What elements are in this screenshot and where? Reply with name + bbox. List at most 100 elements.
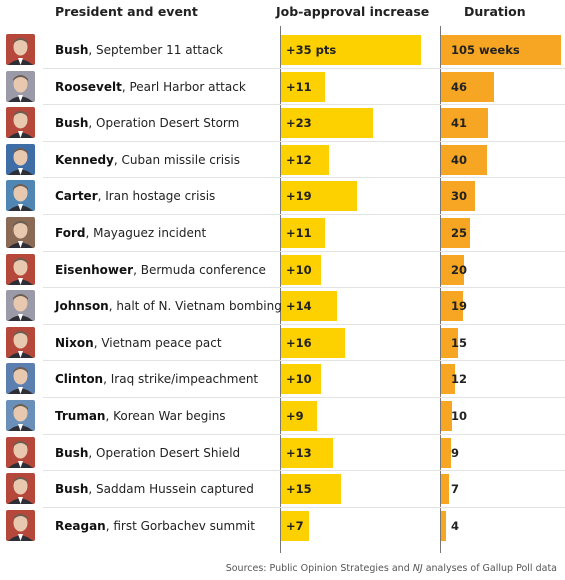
duration-axis-line [440, 26, 441, 553]
duration-value-label: 40 [451, 152, 468, 167]
president-name: Bush [55, 43, 89, 57]
table-row: Roosevelt, Pearl Harbor attack +11 46 [0, 67, 565, 105]
president-name: Bush [55, 445, 89, 460]
duration-value-label: 10 [451, 409, 468, 423]
approval-bar [281, 254, 321, 285]
table-row: Truman, Korean War begins +9 10 [0, 397, 565, 434]
duration-value-label: 12 [451, 372, 468, 387]
president-name: Truman [55, 409, 106, 423]
president-event-label: Bush, September 11 attack [55, 32, 223, 68]
row-divider [43, 177, 565, 179]
table-row: Bush, Saddam Hussein captured +15 7 [0, 470, 565, 507]
approval-bar [281, 218, 325, 248]
president-event-label: Clinton, Iraq strike/impeachment [55, 361, 258, 397]
duration-value-label: 25 [451, 226, 468, 240]
approval-bar [281, 474, 341, 505]
event-name: , halt of N. Vietnam bombing [108, 299, 282, 314]
president-portrait [6, 326, 35, 358]
duration-value-label: 4 [451, 518, 460, 533]
duration-bar [441, 327, 459, 358]
event-name: , September 11 attack [88, 43, 223, 57]
president-name: Bush [55, 482, 89, 497]
table-row: Eisenhower, Bermuda conference +10 20 [0, 250, 565, 288]
president-portrait [6, 253, 35, 285]
duration-value-label: 41 [451, 116, 468, 131]
source-note: Sources: Public Opinion Strategies and N… [225, 563, 557, 574]
president-portrait [6, 436, 35, 468]
approval-value-label: +9 [286, 409, 304, 423]
row-divider [43, 506, 565, 508]
event-name: , first Gorbachev summit [105, 518, 255, 533]
approval-value-label: +7 [286, 518, 304, 533]
approval-bar [281, 327, 345, 358]
duration-value-label: 46 [451, 79, 468, 94]
row-divider [43, 214, 565, 215]
president-name: Kennedy [55, 152, 114, 167]
duration-value-label: 7 [451, 482, 460, 497]
header-job-approval: Job-approval increase [276, 4, 430, 19]
approval-value-label: +10 [286, 262, 312, 277]
duration-value-label: 105 weeks [451, 43, 520, 57]
duration-bar [441, 254, 464, 285]
row-divider [43, 140, 565, 142]
president-event-label: Roosevelt, Pearl Harbor attack [55, 69, 246, 105]
table-row: Nixon, Vietnam peace pact +16 15 [0, 323, 565, 361]
table-row: Ford, Mayaguez incident +11 25 [0, 214, 565, 251]
approval-value-label: +11 [286, 79, 312, 94]
approval-axis-line [280, 26, 281, 553]
event-name: , Vietnam peace pact [93, 335, 222, 350]
approval-bar [281, 181, 357, 212]
approval-value-label: +14 [286, 299, 312, 314]
table-row: Kennedy, Cuban missile crisis +12 40 [0, 140, 565, 178]
duration-bar [441, 510, 446, 541]
president-event-label: Bush, Saddam Hussein captured [55, 471, 254, 507]
event-name: , Bermuda conference [133, 262, 266, 277]
duration-value-label: 20 [451, 262, 468, 277]
president-name: Clinton [55, 372, 104, 387]
approval-bar [281, 108, 373, 139]
duration-bar [441, 218, 470, 248]
header-duration: Duration [464, 4, 526, 19]
president-portrait [6, 509, 35, 541]
event-name: , Pearl Harbor attack [121, 79, 246, 94]
duration-value-label: 9 [451, 445, 460, 460]
approval-value-label: +10 [286, 372, 312, 387]
event-name: , Mayaguez incident [85, 226, 207, 240]
president-event-label: Carter, Iran hostage crisis [55, 178, 215, 214]
row-divider [43, 250, 565, 252]
president-portrait [6, 70, 35, 102]
approval-value-label: +13 [286, 445, 312, 460]
president-portrait [6, 143, 35, 175]
duration-bar [441, 437, 452, 468]
table-row: Bush, September 11 attack +35 pts 105 week… [0, 32, 565, 68]
event-name: , Iran hostage crisis [97, 189, 216, 204]
duration-value-label: 19 [451, 299, 468, 314]
president-event-label: Ford, Mayaguez incident [55, 215, 206, 251]
president-name: Johnson [55, 299, 109, 314]
duration-value-label: 30 [451, 189, 468, 204]
approval-value-label: +11 [286, 226, 312, 240]
approval-bar [281, 510, 309, 541]
president-name: Nixon [55, 335, 94, 350]
event-name: , Operation Desert Shield [88, 445, 241, 460]
duration-value-label: 15 [451, 335, 468, 350]
duration-bar [441, 35, 561, 65]
approval-value-label: +23 [286, 116, 312, 131]
duration-bar [441, 108, 488, 139]
president-event-label: Kennedy, Cuban missile crisis [55, 142, 240, 178]
approval-value-label: +15 [286, 482, 312, 497]
event-name: , Cuban missile crisis [113, 152, 240, 167]
approval-bar [281, 71, 325, 102]
approval-bar [281, 144, 329, 175]
approval-value-label: +35 pts [286, 43, 337, 57]
president-event-label: Truman, Korean War begins [55, 398, 226, 434]
approval-value-label: +12 [286, 152, 312, 167]
approval-bar [281, 437, 333, 468]
row-divider [43, 470, 565, 472]
row-divider [43, 360, 565, 362]
duration-bar [441, 144, 487, 175]
president-name: Carter [55, 189, 98, 204]
event-name: , Operation Desert Storm [88, 116, 240, 131]
duration-bar [441, 364, 455, 395]
president-event-label: Bush, Operation Desert Shield [55, 435, 240, 471]
